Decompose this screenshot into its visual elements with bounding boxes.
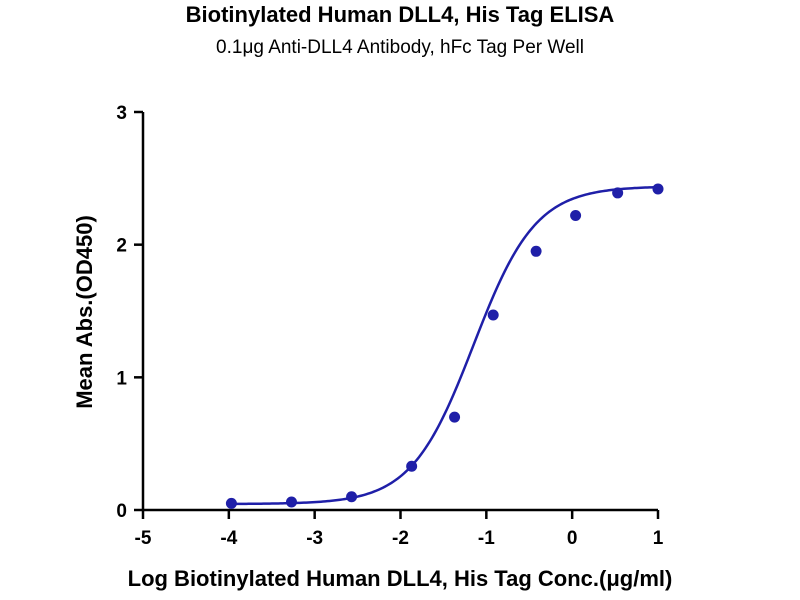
data-point (406, 460, 418, 472)
x-tick-label: -1 (478, 528, 495, 549)
x-tick-label: 1 (653, 528, 664, 549)
data-point (487, 309, 499, 321)
fit-curve-line (231, 185, 659, 506)
data-point (225, 497, 237, 509)
chart-title: Biotinylated Human DLL4, His Tag ELISA (185, 2, 615, 27)
data-point (612, 187, 624, 199)
chart-axes (134, 110, 660, 519)
tick-labels-layer: -5 -4 -3 -2 -1 0 1 0 1 2 3 (116, 103, 663, 549)
x-tick-label: -3 (306, 528, 323, 549)
y-tick-label: 1 (116, 368, 127, 389)
y-tick-label: 3 (116, 103, 127, 124)
x-tick-label: -5 (135, 528, 152, 549)
x-tick-label: 0 (567, 528, 578, 549)
data-point (652, 183, 664, 195)
data-point (346, 491, 358, 503)
chart-subtitle: 0.1μg Anti-DLL4 Antibody, hFc Tag Per We… (216, 37, 584, 58)
y-axis-label: Mean Abs.(OD450) (72, 215, 97, 409)
x-tick-label: -4 (220, 528, 237, 549)
data-points-layer (225, 183, 664, 509)
y-tick-label: 2 (116, 236, 127, 257)
data-point (285, 496, 297, 508)
x-axis-label: Log Biotinylated Human DLL4, His Tag Con… (127, 566, 673, 591)
fit-curve-layer (231, 185, 659, 506)
data-point (530, 245, 542, 257)
data-point (570, 209, 582, 221)
data-point (449, 411, 461, 423)
x-tick-label: -2 (392, 528, 409, 549)
y-tick-label: 0 (116, 501, 127, 522)
